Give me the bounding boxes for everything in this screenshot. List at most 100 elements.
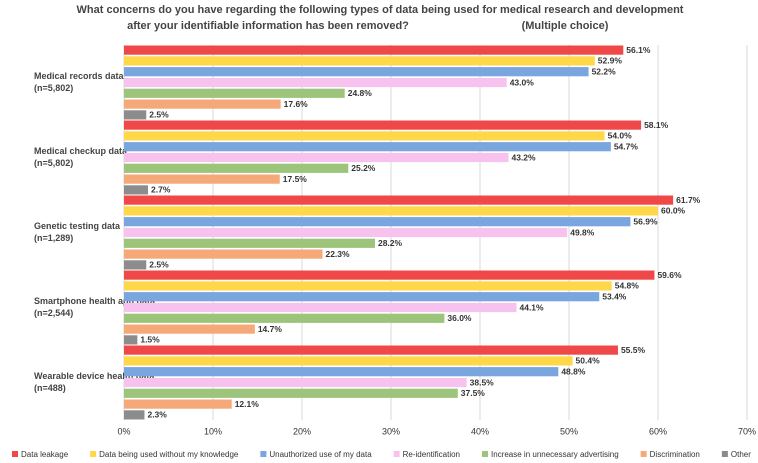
data-label: 36.0% [447,313,472,323]
data-label: 2.5% [149,110,169,120]
category-label: Medical records data [34,71,125,81]
data-label: 17.6% [284,99,309,109]
category-label: Medical checkup data [34,146,128,156]
bar [124,142,611,152]
legend-swatch [12,451,18,457]
bar [124,195,674,205]
bar [124,67,589,77]
data-label: 53.4% [602,291,627,301]
legend-label: Increase in unnecessary advertising [491,450,619,459]
data-label: 22.3% [325,249,350,259]
data-label: 59.6% [657,270,682,280]
data-label: 54.0% [608,131,633,141]
data-label: 54.8% [615,281,640,291]
category-label: Genetic testing data [34,221,121,231]
bar [124,88,345,98]
data-label: 52.9% [598,56,623,66]
data-label: 56.9% [633,216,658,226]
data-label: 48.8% [561,366,586,376]
bar [124,110,147,120]
bar [124,131,605,141]
data-label: 49.8% [570,227,595,237]
legend-swatch [90,451,97,457]
bar [124,185,149,195]
data-label: 38.5% [470,377,495,387]
legend-label: Other [731,450,751,459]
legend-label: Re-identification [403,450,460,459]
data-label: 14.7% [258,324,283,334]
data-label: 28.2% [378,238,403,248]
data-label: 1.5% [140,335,160,345]
data-label: 60.0% [661,206,686,216]
bar [124,174,280,184]
bar [124,120,642,130]
legend-label: Unauthorized use of my data [269,450,372,459]
x-tick-label: 40% [471,426,489,436]
sample-size: (n=2,544) [34,308,73,318]
bar [124,163,349,173]
data-label: 44.1% [519,302,544,312]
bar [124,238,375,248]
bar [124,99,281,109]
legend-swatch [721,451,728,457]
bar [124,292,600,302]
bar [124,345,618,355]
bar [124,388,458,398]
bar [124,335,138,345]
x-tick-label: 50% [560,426,578,436]
bar [124,206,658,216]
bar [124,313,445,323]
legend-swatch [260,451,267,457]
category-label: Smartphone health app data [34,296,156,306]
bar [124,410,145,420]
bar [124,77,507,88]
x-tick-label: 0% [117,426,130,436]
bar [124,260,147,270]
bar [124,281,612,291]
bar [124,356,573,366]
data-label: 43.0% [510,77,535,87]
data-label: 2.7% [151,185,171,195]
sample-size: (n=5,802) [34,83,73,93]
data-label: 24.8% [348,88,373,98]
legend-swatch [393,451,400,457]
bar [124,45,624,55]
legend-label: Data leakage [21,450,69,459]
legend-label: Data being used without my knowledge [99,450,239,459]
data-label: 55.5% [621,345,646,355]
data-label: 56.1% [626,45,651,55]
data-label: 12.1% [235,399,260,409]
data-label: 2.5% [149,260,169,270]
x-tick-label: 30% [382,426,400,436]
x-tick-label: 10% [204,426,222,436]
sample-size: (n=5,802) [34,158,73,168]
bar [124,152,509,163]
chart-title: after your identifiable information has … [127,20,409,32]
bar [124,227,568,238]
bar [124,249,323,259]
data-label: 43.2% [511,152,536,162]
chart-note: (Multiple choice) [522,20,609,32]
bar [124,399,232,409]
data-label: 61.7% [676,195,701,205]
data-label: 54.7% [614,141,639,151]
bar [124,367,559,377]
legend-label: Discrimination [650,450,700,459]
data-label: 58.1% [644,120,669,130]
bar [124,324,255,334]
data-label: 17.5% [283,174,308,184]
bar [124,270,655,280]
chart-title: What concerns do you have regarding the … [77,4,684,16]
sample-size: (n=1,289) [34,233,73,243]
bar [124,302,517,313]
data-label: 50.4% [576,356,601,366]
data-label: 25.2% [351,163,376,173]
x-tick-label: 70% [738,426,756,436]
bar [124,56,595,66]
data-label: 52.2% [592,66,617,76]
legend-swatch [482,451,489,457]
sample-size: (n=488) [34,383,66,393]
bar [124,217,631,227]
category-label: Wearable device health data [34,371,155,381]
